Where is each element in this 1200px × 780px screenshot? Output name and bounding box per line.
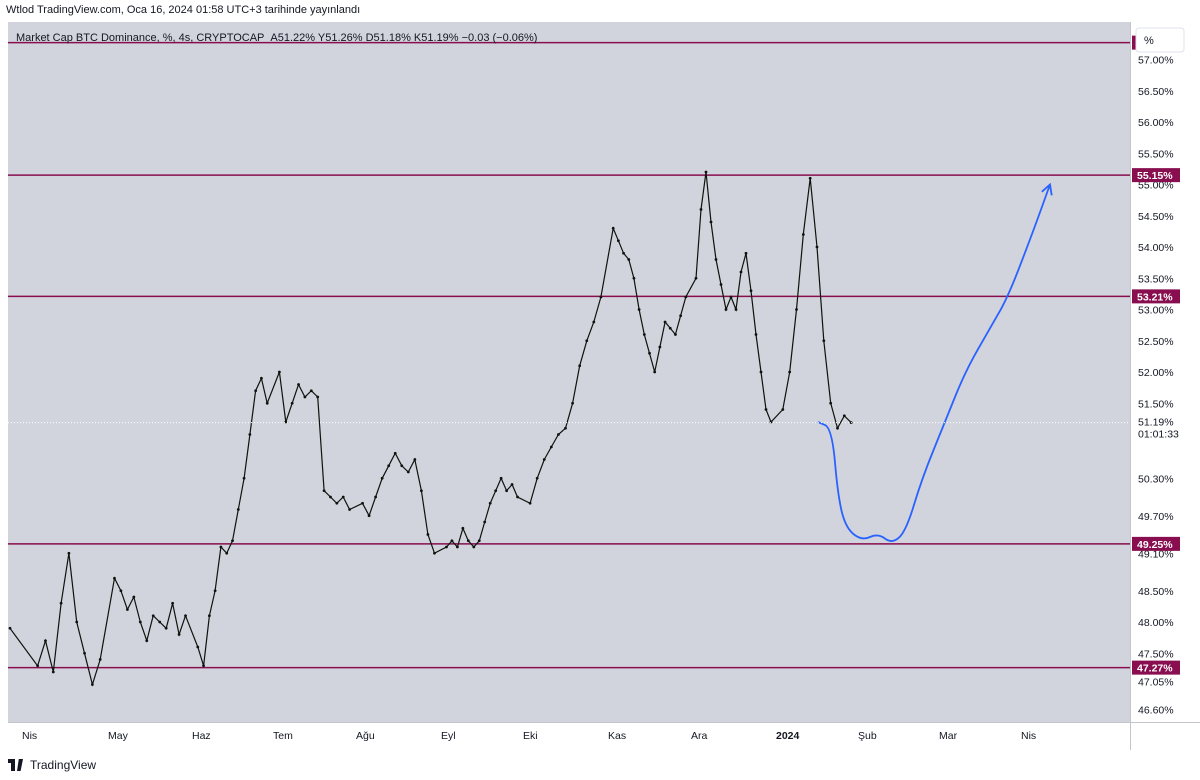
- price-tick-label: 54.50%: [1138, 211, 1174, 223]
- plot-background: [8, 22, 1130, 722]
- scale-mode-button[interactable]: [1135, 27, 1185, 53]
- time-tick-label: Nis: [1021, 730, 1036, 742]
- last-price-label: 51.19%: [1138, 417, 1174, 429]
- time-tick-label: Ara: [691, 730, 708, 742]
- horizontal-levels[interactable]: 57.27%55.15%53.21%49.25%47.27%: [8, 35, 1180, 675]
- price-tick-label: 46.60%: [1138, 705, 1174, 717]
- level-price-tag: [1132, 660, 1180, 675]
- price-tick-label: 55.00%: [1138, 180, 1174, 192]
- level-price-tag: [1132, 536, 1180, 551]
- price-tick-label: 49.10%: [1138, 548, 1174, 560]
- price-chart[interactable]: 46.60% 47.05% 47.50% 48.00% 48.50% 49.10% 49.7…: [0, 22, 1200, 750]
- legend-symbol: Market Cap BTC Dominance, %, 4s, CRYPTOC…: [16, 32, 264, 44]
- price-tick-label: 56.00%: [1138, 117, 1174, 129]
- time-tick-label: 2024: [776, 730, 800, 742]
- tradingview-logo-icon: [8, 759, 24, 771]
- time-tick-label: Nis: [22, 730, 37, 742]
- time-axis[interactable]: Nis May Haz Tem Ağu Eyl Eki Kas Ara 2024 Şub Mar Nis: [22, 730, 1036, 742]
- footer: TradingView: [8, 756, 96, 774]
- price-tick-label: 47.50%: [1138, 648, 1174, 660]
- price-tick-label: 54.00%: [1138, 242, 1174, 254]
- price-tick-label: 52.50%: [1138, 336, 1174, 348]
- time-tick-label: Eki: [523, 730, 538, 742]
- price-tick-label: 55.50%: [1138, 148, 1174, 160]
- level-price-label: 55.15%: [1137, 170, 1173, 182]
- projection-drawing[interactable]: [817, 182, 1053, 542]
- projection-arrowhead: [1041, 182, 1053, 196]
- time-tick-label: Ağu: [356, 730, 375, 742]
- price-series: [8, 170, 853, 687]
- time-tick-label: Kas: [608, 730, 626, 742]
- time-tick-label: May: [108, 730, 129, 742]
- level-price-tag: [1132, 168, 1180, 183]
- last-price: 51.19%01:01:33: [8, 414, 1187, 443]
- legend-values: A51.22% Y51.26% D51.18% K51.19% −0.03 (−…: [270, 32, 537, 44]
- price-tick-label: 48.00%: [1138, 617, 1174, 629]
- time-tick-label: Haz: [192, 730, 211, 742]
- footer-brand: TradingView: [30, 758, 97, 772]
- last-price-tag: [1133, 414, 1187, 443]
- level-price-label: 49.25%: [1137, 539, 1173, 551]
- level-price-label: 47.27%: [1137, 663, 1173, 675]
- price-tick-label: 51.50%: [1138, 398, 1174, 410]
- price-tick-label: 53.00%: [1138, 305, 1174, 317]
- price-axis[interactable]: 46.60% 47.05% 47.50% 48.00% 48.50% 49.10% 49.7…: [1138, 55, 1174, 717]
- bar-countdown-label: 01:01:33: [1138, 429, 1179, 441]
- price-tick-label: 47.05%: [1138, 676, 1174, 688]
- price-tick-label: 57.00%: [1138, 55, 1174, 67]
- time-tick-label: Şub: [858, 730, 877, 742]
- time-tick-label: Mar: [939, 730, 958, 742]
- published-info: Wtlod TradingView.com, Oca 16, 2024 01:5…: [6, 4, 361, 16]
- price-tick-label: 56.50%: [1138, 86, 1174, 98]
- time-tick-label: Tem: [273, 730, 293, 742]
- price-tick-label: 48.50%: [1138, 586, 1174, 598]
- chart-area[interactable]: 46.60% 47.05% 47.50% 48.00% 48.50% 49.10% 49.7…: [0, 22, 1200, 750]
- time-tick-label: Eyl: [441, 730, 456, 742]
- price-tick-label: 49.70%: [1138, 511, 1174, 523]
- price-line: [9, 171, 852, 687]
- level-price-label: 53.21%: [1137, 291, 1173, 303]
- scale-mode-label[interactable]: %: [1144, 35, 1154, 47]
- price-tick-label: 53.50%: [1138, 273, 1174, 285]
- price-tick-label: 50.30%: [1138, 473, 1174, 485]
- price-tick-label: 52.00%: [1138, 367, 1174, 379]
- projection-path[interactable]: [817, 184, 1051, 542]
- level-price-tag: [1132, 289, 1180, 304]
